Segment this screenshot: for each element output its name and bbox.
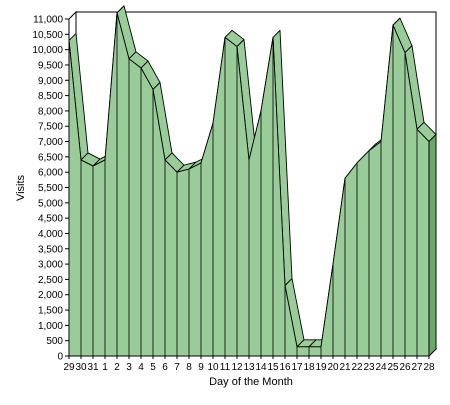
y-tick-label: 4,500: [38, 214, 63, 225]
x-axis-title: Day of the Month: [209, 376, 293, 388]
y-tick-label: 7,000: [38, 137, 63, 148]
y-tick-label: 10,500: [32, 30, 63, 41]
y-tick-label: 3,000: [38, 260, 63, 271]
x-tick-label: 10: [207, 362, 219, 373]
x-tick-label: 15: [267, 362, 279, 373]
x-tick-label: 28: [423, 362, 435, 373]
x-tick-label: 17: [291, 362, 303, 373]
x-tick-label: 14: [255, 362, 267, 373]
x-tick-label: 26: [399, 362, 411, 373]
x-tick-label: 1: [102, 362, 108, 373]
x-tick-label: 2: [114, 362, 120, 373]
y-tick-label: 9,000: [38, 76, 63, 87]
y-tick-label: 3,500: [38, 244, 63, 255]
y-axis-title: Visits: [15, 174, 27, 201]
x-tick-label: 5: [150, 362, 156, 373]
y-axis-ticks: 0 500 1,000 1,500 2,000 2,500 3,000 3,500 4,000 4…: [32, 15, 69, 363]
x-tick-label: 25: [387, 362, 399, 373]
x-tick-label: 29: [63, 362, 75, 373]
y-tick-label: 6,500: [38, 152, 63, 163]
x-tick-label: 11: [220, 362, 231, 373]
y-tick-label: 2,500: [38, 275, 63, 286]
x-tick-label: 16: [279, 362, 291, 373]
x-tick-label: 9: [198, 362, 204, 373]
y-tick-label: 1,500: [38, 306, 63, 317]
y-tick-label: 9,500: [38, 60, 63, 71]
x-tick-label: 23: [363, 362, 375, 373]
y-tick-label: 4,000: [38, 229, 63, 240]
x-tick-label: 27: [411, 362, 423, 373]
y-tick-label: 500: [46, 336, 63, 347]
x-tick-label: 24: [375, 362, 387, 373]
series-area: [68, 5, 437, 358]
x-tick-label: 21: [339, 362, 351, 373]
x-tick-label: 12: [231, 362, 243, 373]
y-tick-label: 0: [57, 352, 63, 363]
y-tick-label: 5,000: [38, 198, 63, 209]
x-tick-label: 8: [186, 362, 192, 373]
y-tick-label: 6,000: [38, 168, 63, 179]
y-tick-label: 2,000: [38, 290, 63, 301]
y-tick-label: 11,000: [33, 15, 63, 26]
y-tick-label: 7,500: [38, 122, 63, 133]
y-tick-label: 8,500: [38, 91, 63, 102]
y-tick-label: 10,000: [32, 45, 63, 56]
x-tick-label: 20: [327, 362, 339, 373]
x-tick-label: 13: [243, 362, 255, 373]
y-tick-label: 8,000: [38, 106, 63, 117]
x-axis-ticks: 29 30 31 1 2 3 4 5 6 7 8 9 10 11 12 13 14 15 16 17 18 19 20 21 2…: [63, 356, 435, 373]
x-tick-label: 7: [174, 362, 180, 373]
x-tick-label: 4: [138, 362, 144, 373]
x-tick-label: 3: [126, 362, 132, 373]
x-tick-label: 22: [351, 362, 363, 373]
x-tick-label: 31: [87, 362, 99, 373]
area-end-cap: [428, 133, 437, 358]
x-tick-label: 18: [303, 362, 315, 373]
y-tick-label: 1,000: [38, 321, 63, 332]
x-tick-label: 19: [315, 362, 327, 373]
y-tick-label: 5,500: [38, 183, 63, 194]
x-tick-label: 30: [75, 362, 87, 373]
x-tick-label: 6: [162, 362, 168, 373]
